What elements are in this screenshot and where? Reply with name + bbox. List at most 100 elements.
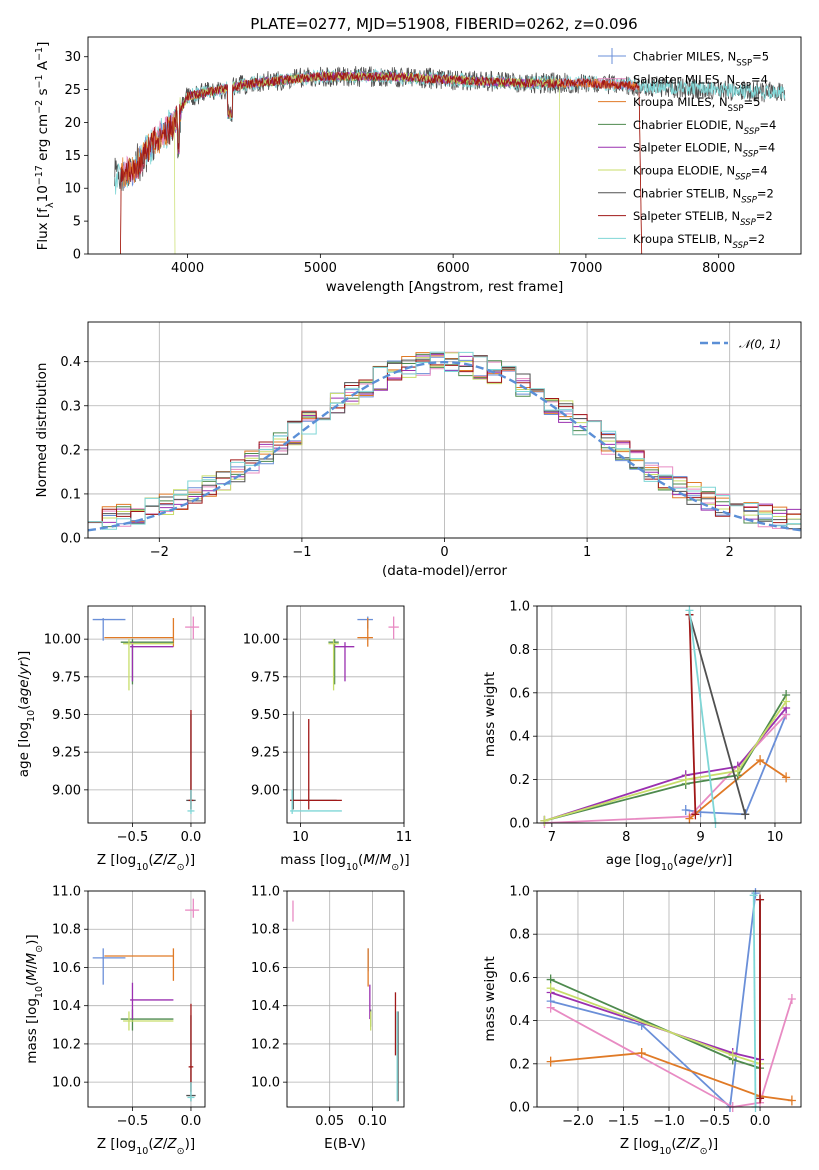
mass-vs-ebv-panel-ytick-label-5: 11.0 [251,885,280,900]
age-vs-mass-panel-plot [290,616,399,814]
spectrum-line-kroupa-elodie [173,70,560,255]
mass-vs-Z-panel-xtick-label-1: 0.0 [181,1114,202,1129]
weight-vs-Z-panel-xtick-label-4: 0.0 [750,1114,771,1129]
histogram-legend-label: 𝒩(0, 1) [739,337,781,351]
age-vs-mass-xlabel-part: ( [358,852,363,868]
age-vs-mass-xlabel-part: )] [399,852,410,868]
age-vs-mass-panel-ytick-label-4: 10.00 [243,633,280,648]
mass-vs-Z-panel-ytick-label-2: 10.4 [52,999,81,1014]
age-vs-Z-ylabel-part: yr [16,660,32,676]
mass-vs-ebv-panel-xtick-label-0: 0.05 [315,1114,344,1129]
weight-vs-age-panel-marker-5-1 [681,774,690,785]
legend-text: Chabrier STELIB, N [633,186,741,200]
weight-vs-Z-panel-ytick-label-0: 0.0 [509,1101,530,1116]
mass-vs-ebv-panel-plot [292,900,399,1102]
weight-vs-Z-xlabel-part: / [686,1136,691,1152]
mass-vs-Z-xlabel-part: Z [166,1136,177,1152]
mass-vs-ebv-panel-ytick-label-3: 10.6 [251,961,280,976]
legend-label-5: Kroupa ELODIE, NSSP=4 [633,164,768,183]
spectrum-ylabel-part: 10 [35,185,51,202]
chart-title: PLATE=0277, MJD=51908, FIBERID=0262, z=0… [250,15,637,33]
legend-text: Chabrier ELODIE, N [633,118,744,132]
spectrum-chart-ytick-label-5: 25 [64,83,81,98]
weight-vs-age-panel-marker-8-0 [685,605,694,616]
age-vs-Z-ylabel-part: age [16,679,32,704]
weight-vs-Z-panel-marker-5-1 [728,1050,737,1061]
weight-vs-Z-panel-ylabel: mass weight [482,956,498,1041]
spectrum-chart-ytick-label-3: 15 [64,149,81,164]
age-vs-mass-xlabel-part: mass [log [280,852,346,868]
weight-vs-Z-panel: −2.0 −1.5 −1.0 −0.5 0.0 0.0 0.2 0.4 0.6 0.8 1.0 mas… [482,885,802,1129]
spectrum-ylabel-part: ] [35,42,51,47]
weight-vs-age-panel-marker-5-2 [733,765,742,776]
residual-histogram-frame [87,321,802,539]
weight-vs-Z-xlabel-part: )] [708,1136,719,1152]
legend-text: Chabrier MILES, N [633,50,736,64]
age-vs-mass-panel-frame [286,605,405,824]
weight-vs-age-panel-line-salpeter-stelib [688,614,697,815]
residual-histogram-xtick-label-3: 1 [583,545,591,560]
weight-vs-Z-xlabel-part: Z [689,1136,700,1152]
weight-vs-age-xlabel-part: 10 [661,862,673,873]
age-vs-Z-panel-ytick-label-3: 9.75 [52,670,81,685]
mass-vs-ebv-panel-xtick-label-1: 0.10 [358,1114,387,1129]
mass-vs-Z-ylabel-part: M [24,952,40,964]
weight-vs-Z-xlabel-part: ( [671,1136,676,1152]
mass-vs-Z-xlabel-part: / [163,1136,168,1152]
weight-vs-Z-panel-xtick-label-1: −1.5 [608,1114,640,1129]
legend-label-4: Salpeter ELODIE, NSSP=4 [633,141,775,160]
mass-vs-Z-xlabel-part: )] [185,1136,196,1152]
spectrum-line-salpeter-stelib [120,71,643,255]
legend-text: =4 [751,72,768,86]
legend-label-0: Chabrier MILES, NSSP=5 [633,50,769,69]
residual-histogram-xlabel: (data-model)/error [382,563,508,579]
age-vs-mass-xlabel: mass [log10(M/M⊙)] [280,852,409,873]
weight-vs-age-xlabel-part: age [678,852,703,868]
weight-vs-Z-panel-marker-2-0 [546,1056,555,1067]
mass-vs-Z-ylabel-part: M [24,969,40,981]
age-vs-Z-ylabel-part: age [log [16,722,32,777]
mass-vs-Z-ylabel-part: )] [24,934,40,945]
spectrum-ylabel-part: A [35,60,51,74]
weight-vs-age-xlabel-part: age [log [606,852,661,868]
legend-text: Kroupa STELIB, N [633,232,733,246]
age-vs-Z-xlabel-part: Z [166,852,177,868]
mass-vs-Z-panel-frame [87,890,206,1108]
age-vs-mass-xlabel-part: M [380,852,392,868]
age-vs-Z-panel-ytick-label-4: 10.00 [44,633,81,648]
legend-sub: SSP [744,127,760,137]
mass-vs-Z-xlabel-part: Z [153,1136,164,1152]
age-vs-mass-xlabel-part: / [375,852,380,868]
weight-vs-age-panel-xtick-label-2: 9 [696,830,704,845]
age-vs-mass-panel-ytick-label-0: 9.00 [251,783,280,798]
legend-text: =5 [743,95,760,109]
weight-vs-age-xlabel-part: ( [673,852,678,868]
age-vs-Z-panel-ytick-label-1: 9.25 [52,746,81,761]
legend-label-6: Chabrier STELIB, NSSP=2 [633,186,774,205]
legend-text: Kroupa ELODIE, N [633,164,735,178]
weight-vs-Z-panel-ytick-label-5: 1.0 [509,885,530,900]
weight-vs-age-panel-marker-2-1 [756,755,765,766]
weight-vs-Z-panel-line-chabrier-miles [550,893,757,1109]
age-vs-Z-xlabel-part: ( [148,852,153,868]
mass-vs-Z-panel: −0.5 0.0 10.0 10.2 10.4 10.6 10.8 11.0 [52,885,206,1129]
weight-vs-age-panel-xtick-label-3: 10 [767,830,784,845]
residual-histogram-xtick-label-4: 2 [726,545,734,560]
weight-vs-Z-panel-marker-0-3 [751,888,760,899]
weight-vs-age-panel-marker-5-0 [540,815,549,826]
mass-vs-Z-panel-ytick-label-4: 10.8 [52,923,81,938]
mass-vs-ebv-panel-ytick-label-2: 10.4 [251,999,280,1014]
weight-vs-age-panel-ytick-label-1: 0.2 [509,773,530,788]
residual-histogram-ylabel: Normed distribution [34,363,50,498]
age-vs-Z-xlabel-part: Z [log [97,852,136,868]
mass-vs-ebv-panel-ytick-label-1: 10.2 [251,1037,280,1052]
residual-histogram-ytick-label-0: 0.0 [60,532,81,547]
weight-vs-Z-panel-marker-3-0 [546,974,555,985]
age-vs-Z-xlabel-part: / [163,852,168,868]
legend-sub: SSP [735,173,751,183]
spectrum-ylabel-part: erg cm [35,114,51,165]
weight-vs-Z-panel-xtick-label-2: −1.0 [653,1114,685,1129]
age-vs-Z-panel-ytick-label-2: 9.50 [52,708,81,723]
weight-vs-Z-panel-line-kroupa-miles [550,1052,793,1102]
legend-text: =5 [752,50,769,64]
